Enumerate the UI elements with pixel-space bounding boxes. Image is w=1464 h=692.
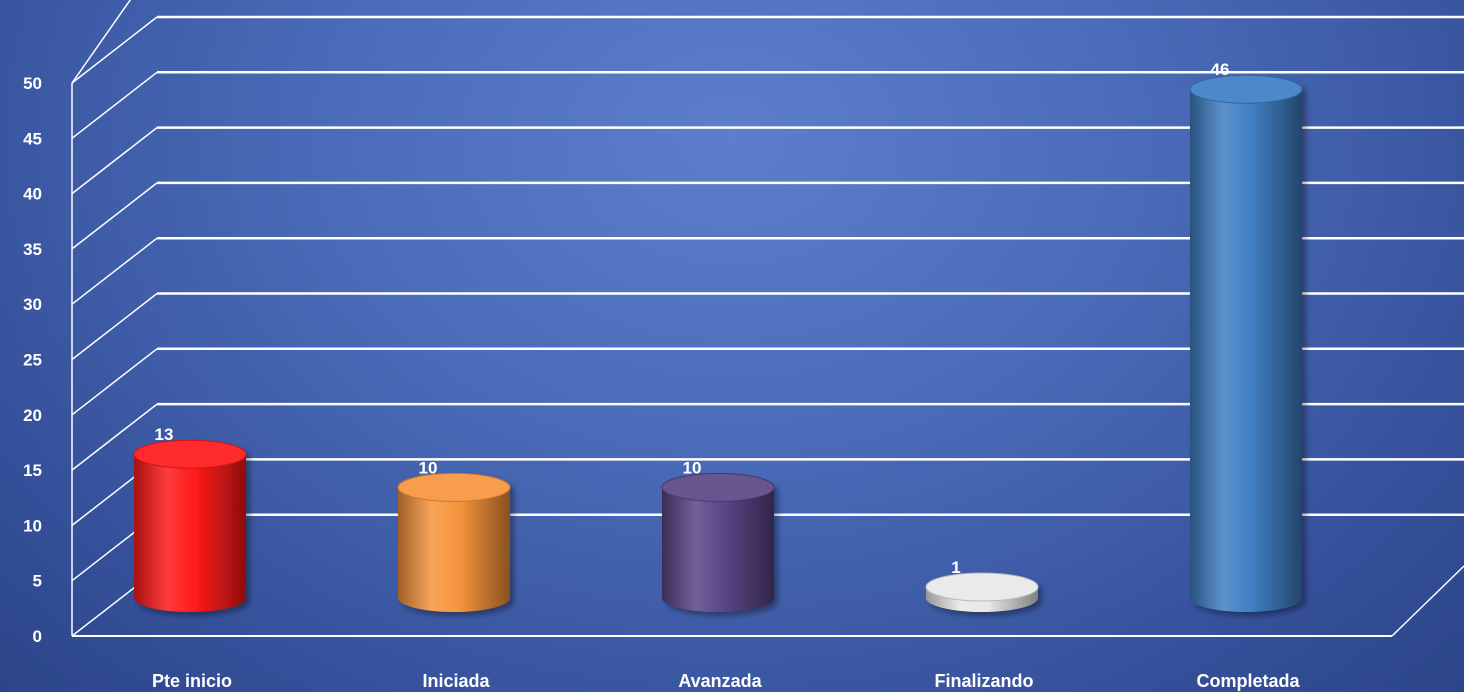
bar-pte-inicio — [133, 439, 247, 612]
bar-body — [134, 454, 246, 612]
gridline-side — [71, 71, 158, 139]
data-label: 13 — [155, 425, 174, 444]
bar-top — [925, 572, 1039, 602]
bar-top — [397, 472, 511, 502]
gridline-side — [71, 348, 158, 416]
data-label: 10 — [419, 458, 438, 477]
bar-body — [662, 487, 774, 612]
labels: 0 5 10 15 20 25 30 35 40 45 50 13 Pte inicio 10 Inicia… — [23, 60, 1300, 691]
y-tick-label: 40 — [23, 185, 42, 204]
x-tick-label: Iniciada — [422, 671, 490, 691]
gridline-side — [71, 237, 158, 305]
y-tick-label: 5 — [33, 572, 42, 591]
bar-top — [133, 439, 247, 469]
y-tick-label: 0 — [33, 627, 42, 646]
x-tick-label: Avanzada — [678, 671, 762, 691]
bar-top — [1189, 74, 1303, 104]
y-tick-label: 50 — [23, 74, 42, 93]
data-label: 46 — [1211, 60, 1230, 79]
y-tick-label: 10 — [23, 516, 42, 535]
gridline-side — [71, 182, 158, 250]
bar-finalizando — [925, 572, 1039, 612]
bar-top — [661, 472, 775, 502]
y-tick-label: 35 — [23, 240, 42, 259]
bar-body — [1190, 89, 1302, 613]
x-tick-label: Finalizando — [935, 671, 1034, 691]
bar-body — [398, 487, 510, 612]
x-tick-label: Pte inicio — [152, 671, 232, 691]
gridline-side — [71, 0, 132, 84]
gridline-side — [71, 127, 158, 195]
y-tick-label: 25 — [23, 351, 42, 370]
bar-avanzada — [661, 472, 775, 612]
bar-iniciada — [397, 472, 511, 612]
data-label: 10 — [683, 458, 702, 477]
y-tick-label: 30 — [23, 295, 42, 314]
y-tick-label: 45 — [23, 129, 42, 148]
data-label: 1 — [951, 558, 960, 577]
gridline-side — [71, 292, 158, 361]
bar-completada — [1189, 74, 1303, 613]
y-tick-label: 20 — [23, 406, 42, 425]
gridline-side — [71, 403, 158, 471]
x-tick-label: Completada — [1196, 671, 1300, 691]
y-tick-label: 15 — [23, 461, 42, 480]
gridline-side — [71, 16, 158, 84]
bars — [133, 74, 1303, 613]
floor-right-edge — [1391, 565, 1464, 637]
